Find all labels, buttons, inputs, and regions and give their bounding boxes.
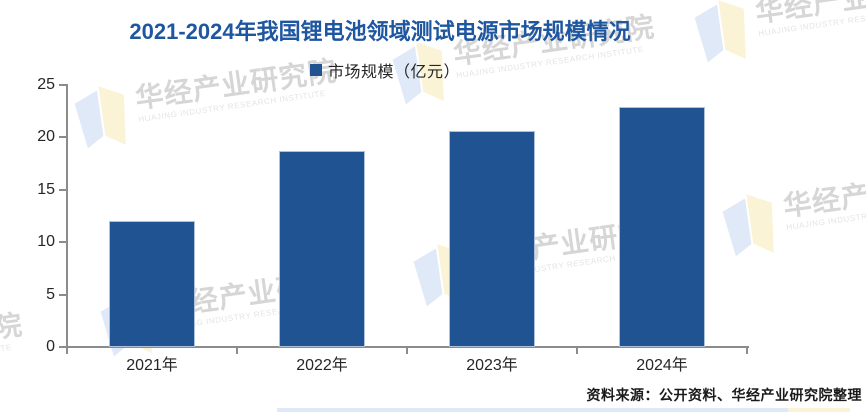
y-axis-label-20: 20 xyxy=(37,128,55,146)
x-axis-line xyxy=(61,346,749,348)
x-axis-tick xyxy=(236,348,238,354)
bar-2023年 xyxy=(449,131,535,347)
x-axis-label-2022年: 2022年 xyxy=(296,357,348,374)
x-axis-label-2021年: 2021年 xyxy=(126,357,178,374)
watermark-logo-icon xyxy=(694,0,746,63)
bar-2022年 xyxy=(279,151,365,347)
y-axis-label-5: 5 xyxy=(46,285,55,303)
y-axis-line xyxy=(66,84,68,348)
watermark-3: 华经产业研究院 HUAJING INDUSTRY RESEARCH INSTIT… xyxy=(718,161,866,260)
x-axis-tick xyxy=(746,348,748,354)
y-axis-label-10: 10 xyxy=(37,233,55,251)
y-axis-tick xyxy=(59,84,67,86)
chart-title: 2021-2024年我国锂电池领域测试电源市场规模情况 xyxy=(129,19,631,44)
legend-swatch xyxy=(310,64,322,76)
watermark-logo-icon xyxy=(74,86,126,149)
legend-label: 市场规模（亿元） xyxy=(328,64,461,81)
legend: 市场规模（亿元） xyxy=(310,58,460,82)
y-axis-tick xyxy=(59,293,67,296)
y-axis-label-0: 0 xyxy=(46,338,55,355)
x-axis-label-2024年: 2024年 xyxy=(636,357,688,374)
x-axis-tick xyxy=(66,348,68,354)
bar-2021年 xyxy=(109,221,195,347)
y-axis-tick xyxy=(59,241,67,244)
y-axis-tick xyxy=(59,188,67,191)
source-note: 资料来源：公开资料、华经产业研究院整理 xyxy=(586,387,862,403)
x-axis-tick xyxy=(576,348,578,354)
bar-2024年 xyxy=(619,107,705,347)
watermark-strip-yellow xyxy=(788,408,850,412)
watermark-logo-icon xyxy=(722,194,774,257)
x-axis-label-2023年: 2023年 xyxy=(466,357,518,374)
y-axis-label-15: 15 xyxy=(37,180,55,198)
watermark-1: 华经产业研究院 HUAJING INDUSTRY RESEARCH INSTIT… xyxy=(388,9,661,108)
watermark-0: 华经产业研究院 HUAJING INDUSTRY RESEARCH INSTIT… xyxy=(690,0,866,66)
y-axis-label-25: 25 xyxy=(37,76,55,93)
watermark-strip-blue xyxy=(277,408,788,412)
watermark-logo-icon xyxy=(392,42,444,105)
y-axis-tick xyxy=(59,136,67,139)
watermark-2: 华经产业研究院 HUAJING INDUSTRY RESEARCH INSTIT… xyxy=(70,53,343,152)
y-axis-tick xyxy=(59,346,67,348)
x-axis-tick xyxy=(406,348,408,354)
